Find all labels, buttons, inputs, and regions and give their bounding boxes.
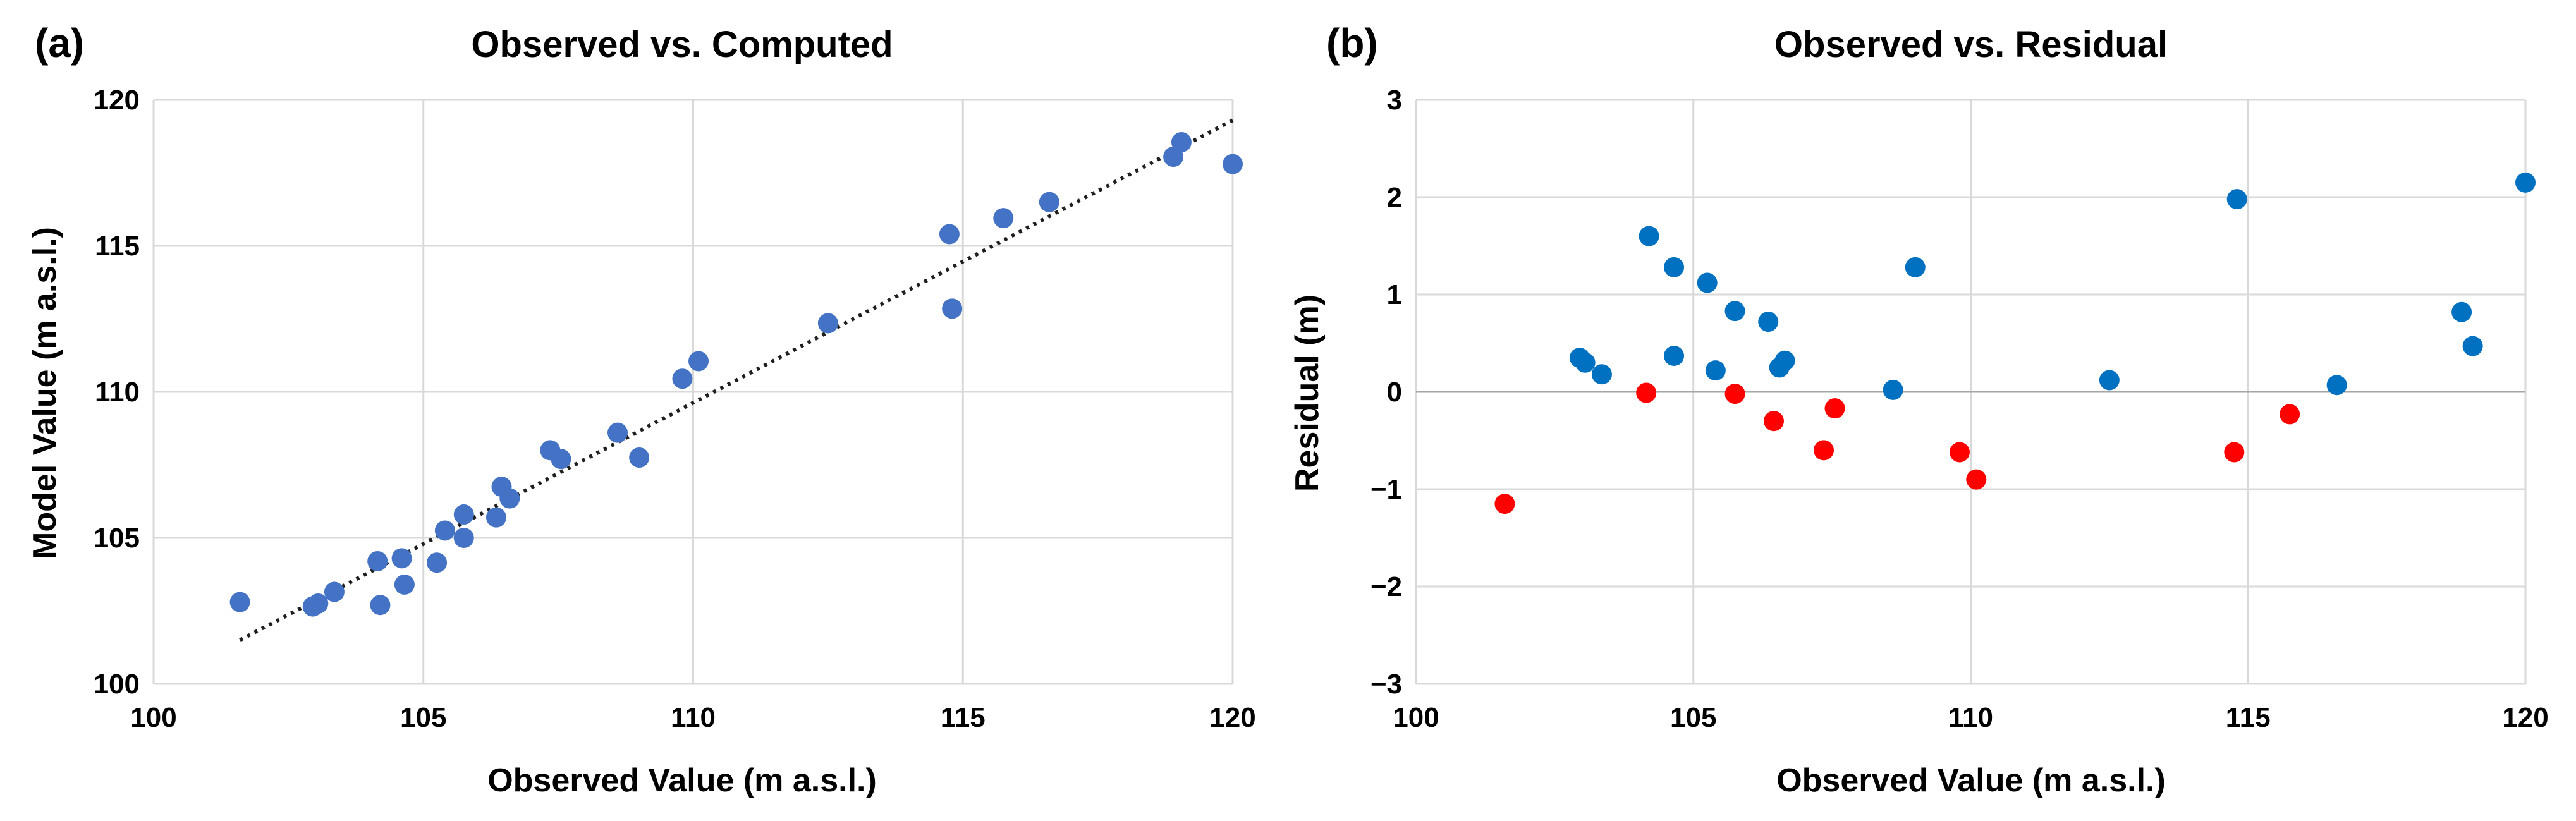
data-point <box>453 528 474 548</box>
x-tick-label: 100 <box>1393 702 1439 733</box>
data-point <box>1724 301 1745 322</box>
data-point <box>1223 154 1243 174</box>
data-point <box>1697 272 1718 293</box>
data-point <box>2226 189 2247 210</box>
data-point <box>939 224 960 245</box>
panel-a-chart: (a) Observed vs. Computed 100 105 110 115 12… <box>27 20 1256 799</box>
data-point <box>394 574 415 595</box>
panel-a-points <box>229 131 1243 617</box>
data-point <box>2224 442 2245 463</box>
data-point <box>1171 131 1192 152</box>
y-tick-label: 1 <box>1387 279 1402 310</box>
data-point <box>1724 384 1745 404</box>
x-tick-label: 120 <box>1209 702 1255 733</box>
data-point <box>2326 375 2347 396</box>
data-point <box>1824 398 1845 419</box>
y-tick-label: −3 <box>1370 669 1402 700</box>
y-tick-label: 2 <box>1387 182 1402 213</box>
data-point <box>688 351 709 372</box>
x-tick-label: 115 <box>941 702 986 733</box>
x-tick-label: 105 <box>400 702 446 733</box>
x-tick-label: 120 <box>2502 702 2548 733</box>
y-tick-label: 105 <box>94 523 140 554</box>
panel-b-points <box>1494 172 2536 514</box>
data-point <box>1639 226 1659 246</box>
data-point <box>308 593 329 614</box>
data-point <box>1883 379 1903 400</box>
panel-b-grid <box>1415 99 2527 685</box>
data-point <box>229 592 250 612</box>
data-point <box>427 552 448 573</box>
panel-a-grid <box>152 99 1234 685</box>
data-point <box>2515 172 2536 193</box>
y-tick-label: 110 <box>95 377 140 408</box>
data-point <box>1575 352 1596 373</box>
panel-b-y-ticks: −3 −2 −1 0 1 2 3 <box>1370 85 1402 700</box>
panel-b-label: (b) <box>1326 20 1378 66</box>
data-point <box>1039 192 1059 212</box>
x-tick-label: 110 <box>671 702 716 733</box>
data-point <box>391 548 412 569</box>
data-point <box>817 313 838 334</box>
data-point <box>367 550 388 571</box>
data-point <box>434 520 455 541</box>
panel-b-title: Observed vs. Residual <box>1774 24 2168 65</box>
data-point <box>2451 301 2472 322</box>
y-tick-label: 115 <box>95 231 140 262</box>
y-tick-label: 120 <box>94 85 140 116</box>
data-point <box>1664 257 1685 277</box>
data-point <box>2280 404 2300 425</box>
data-point <box>2099 370 2120 391</box>
data-point <box>1905 257 1926 277</box>
y-tick-label: 100 <box>94 669 140 700</box>
data-point <box>607 422 628 443</box>
panel-b-x-axis-label: Observed Value (m a.s.l.) <box>1776 762 2166 799</box>
data-point <box>324 581 345 602</box>
data-point <box>1705 360 1726 381</box>
data-point <box>1636 382 1657 403</box>
panel-a-y-axis-label: Model Value (m a.s.l.) <box>27 227 63 559</box>
panel-a-trendline <box>239 118 1234 642</box>
panel-b-x-ticks: 100 105 110 115 120 <box>1393 702 2548 733</box>
panel-a-x-axis-label: Observed Value (m a.s.l.) <box>487 762 877 799</box>
data-point <box>1813 440 1834 461</box>
data-point <box>453 504 474 525</box>
data-point <box>370 595 391 616</box>
y-tick-label: −1 <box>1370 474 1402 505</box>
x-tick-label: 110 <box>1948 702 1993 733</box>
data-point <box>942 298 963 319</box>
data-point <box>499 488 520 509</box>
data-point <box>1966 469 1987 490</box>
data-point <box>1758 312 1779 332</box>
data-point <box>672 368 693 389</box>
data-point <box>2462 336 2483 356</box>
panel-a-x-ticks: 100 105 110 115 120 <box>130 702 1255 733</box>
panel-b-y-axis-label: Residual (m) <box>1289 295 1326 492</box>
data-point <box>1591 364 1612 385</box>
y-tick-label: −2 <box>1370 571 1402 602</box>
x-tick-label: 105 <box>1670 702 1716 733</box>
data-point <box>485 507 506 528</box>
data-point <box>1774 350 1795 371</box>
x-tick-label: 100 <box>130 702 176 733</box>
data-point <box>993 208 1014 229</box>
panel-a-label: (a) <box>35 20 84 66</box>
panel-a-y-ticks: 100 105 110 115 120 <box>94 85 140 700</box>
data-point <box>1664 346 1685 367</box>
data-point <box>1949 442 1970 463</box>
y-tick-label: 0 <box>1387 377 1402 408</box>
data-point <box>551 449 571 470</box>
data-point <box>1494 494 1515 514</box>
panel-b-chart: (b) Observed vs. Residual −3 −2 −1 0 1 2 3 100… <box>1289 20 2549 799</box>
y-tick-label: 3 <box>1387 85 1402 116</box>
data-point <box>629 447 650 468</box>
panel-a-title: Observed vs. Computed <box>471 24 893 65</box>
x-tick-label: 115 <box>2226 702 2271 733</box>
data-point <box>1763 411 1784 432</box>
